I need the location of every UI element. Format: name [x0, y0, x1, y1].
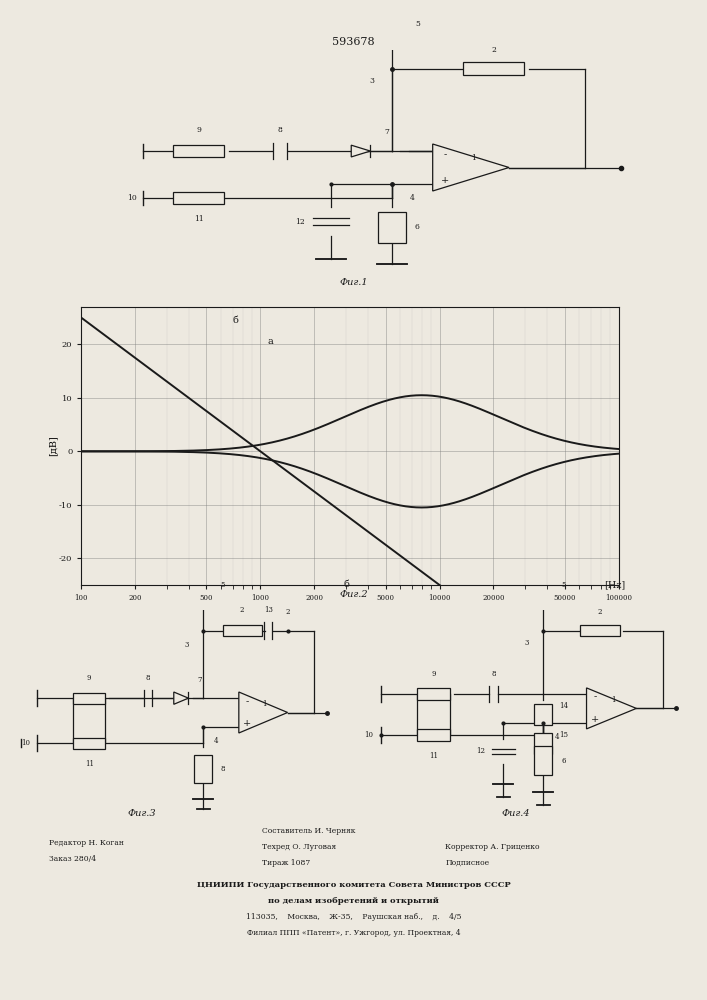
Bar — [73, 738, 105, 749]
Text: 8: 8 — [491, 670, 496, 678]
Bar — [534, 746, 552, 775]
Text: 2: 2 — [491, 46, 496, 54]
Polygon shape — [174, 692, 189, 704]
Text: 12: 12 — [476, 747, 485, 755]
Text: +: + — [243, 719, 251, 728]
Text: Техред О. Луговая: Техред О. Луговая — [262, 843, 336, 851]
Bar — [534, 704, 552, 725]
Text: 7: 7 — [385, 128, 390, 136]
Text: [Нz]: [Нz] — [604, 580, 626, 589]
Bar — [173, 145, 224, 157]
Text: Заказ 280/4: Заказ 280/4 — [49, 855, 97, 863]
Text: Филиал ППП «Патент», г. Ужгород, ул. Проектная, 4: Филиал ППП «Патент», г. Ужгород, ул. Про… — [247, 929, 460, 937]
Bar — [378, 8, 406, 41]
Text: Фиг.4: Фиг.4 — [502, 809, 530, 818]
Text: 3: 3 — [369, 77, 374, 85]
Text: 4: 4 — [554, 733, 559, 741]
Bar — [534, 571, 552, 600]
Text: 8: 8 — [221, 765, 225, 773]
Text: 10: 10 — [21, 739, 30, 747]
Text: 11: 11 — [429, 752, 438, 760]
Text: 10: 10 — [364, 731, 373, 739]
Bar — [194, 571, 212, 600]
Y-axis label: [дВ]: [дВ] — [48, 436, 57, 456]
Polygon shape — [351, 145, 370, 157]
Text: 7: 7 — [197, 676, 202, 684]
Text: Фиг.2: Фиг.2 — [339, 590, 368, 599]
Text: б: б — [344, 580, 349, 589]
Text: ЦНИИПИ Государственного комитета Совета Министров СССР: ЦНИИПИ Государственного комитета Совета … — [197, 881, 510, 889]
Text: 11: 11 — [194, 215, 204, 223]
Text: 1: 1 — [262, 700, 267, 708]
Text: 3: 3 — [185, 641, 189, 649]
Bar — [73, 693, 105, 704]
Text: 13: 13 — [264, 606, 272, 614]
Text: Подписное: Подписное — [445, 859, 489, 867]
Text: 2: 2 — [286, 608, 290, 616]
Text: 9: 9 — [87, 674, 91, 682]
Text: 12: 12 — [296, 218, 305, 226]
Text: 5: 5 — [221, 581, 225, 589]
Text: Фиг.1: Фиг.1 — [339, 278, 368, 287]
Text: 5: 5 — [561, 581, 566, 589]
Text: 9: 9 — [431, 670, 436, 678]
Text: 15: 15 — [559, 731, 568, 739]
Text: +: + — [441, 176, 450, 185]
Text: 5: 5 — [415, 20, 420, 28]
Text: 6: 6 — [415, 223, 420, 231]
Text: Составитель И. Черняк: Составитель И. Черняк — [262, 827, 355, 835]
Bar — [378, 212, 406, 243]
Text: а: а — [268, 337, 274, 346]
Bar — [417, 729, 450, 741]
Polygon shape — [433, 144, 509, 191]
Text: +: + — [591, 715, 599, 724]
Text: 593678: 593678 — [332, 37, 375, 47]
Text: Тираж 1087: Тираж 1087 — [262, 859, 310, 867]
Bar — [534, 733, 552, 754]
Bar — [417, 688, 450, 700]
Polygon shape — [587, 688, 636, 729]
Text: Корректор А. Гриценко: Корректор А. Гриценко — [445, 843, 540, 851]
Polygon shape — [239, 692, 288, 733]
Text: б: б — [233, 316, 238, 325]
Text: 113035,    Москва,    Ж-35,    Раушская наб.,    д.    4/5: 113035, Москва, Ж-35, Раушская наб., д. … — [246, 913, 461, 921]
Text: 9: 9 — [196, 126, 201, 134]
Bar — [173, 192, 224, 204]
Text: -: - — [444, 150, 447, 159]
Bar — [194, 755, 212, 783]
Text: 11: 11 — [85, 760, 94, 768]
Bar — [223, 625, 262, 636]
Text: Фиг.3: Фиг.3 — [127, 809, 156, 818]
Text: 8: 8 — [278, 126, 282, 134]
Text: 2: 2 — [240, 606, 245, 614]
Text: -: - — [593, 693, 597, 702]
Text: 1: 1 — [611, 696, 615, 704]
Text: 1: 1 — [471, 154, 476, 162]
Text: по делам изобретений и открытий: по делам изобретений и открытий — [268, 897, 439, 905]
Text: 4: 4 — [214, 737, 218, 745]
Text: -: - — [245, 697, 249, 706]
Text: 6: 6 — [561, 757, 566, 765]
Text: Редактор Н. Коган: Редактор Н. Коган — [49, 839, 124, 847]
Text: 14: 14 — [559, 702, 568, 710]
Text: 2: 2 — [597, 608, 602, 616]
Text: 8: 8 — [146, 674, 150, 682]
Bar — [580, 625, 620, 636]
Text: 3: 3 — [525, 639, 529, 647]
Text: 4: 4 — [410, 194, 415, 202]
Bar — [463, 62, 525, 75]
Text: 10: 10 — [127, 194, 137, 202]
